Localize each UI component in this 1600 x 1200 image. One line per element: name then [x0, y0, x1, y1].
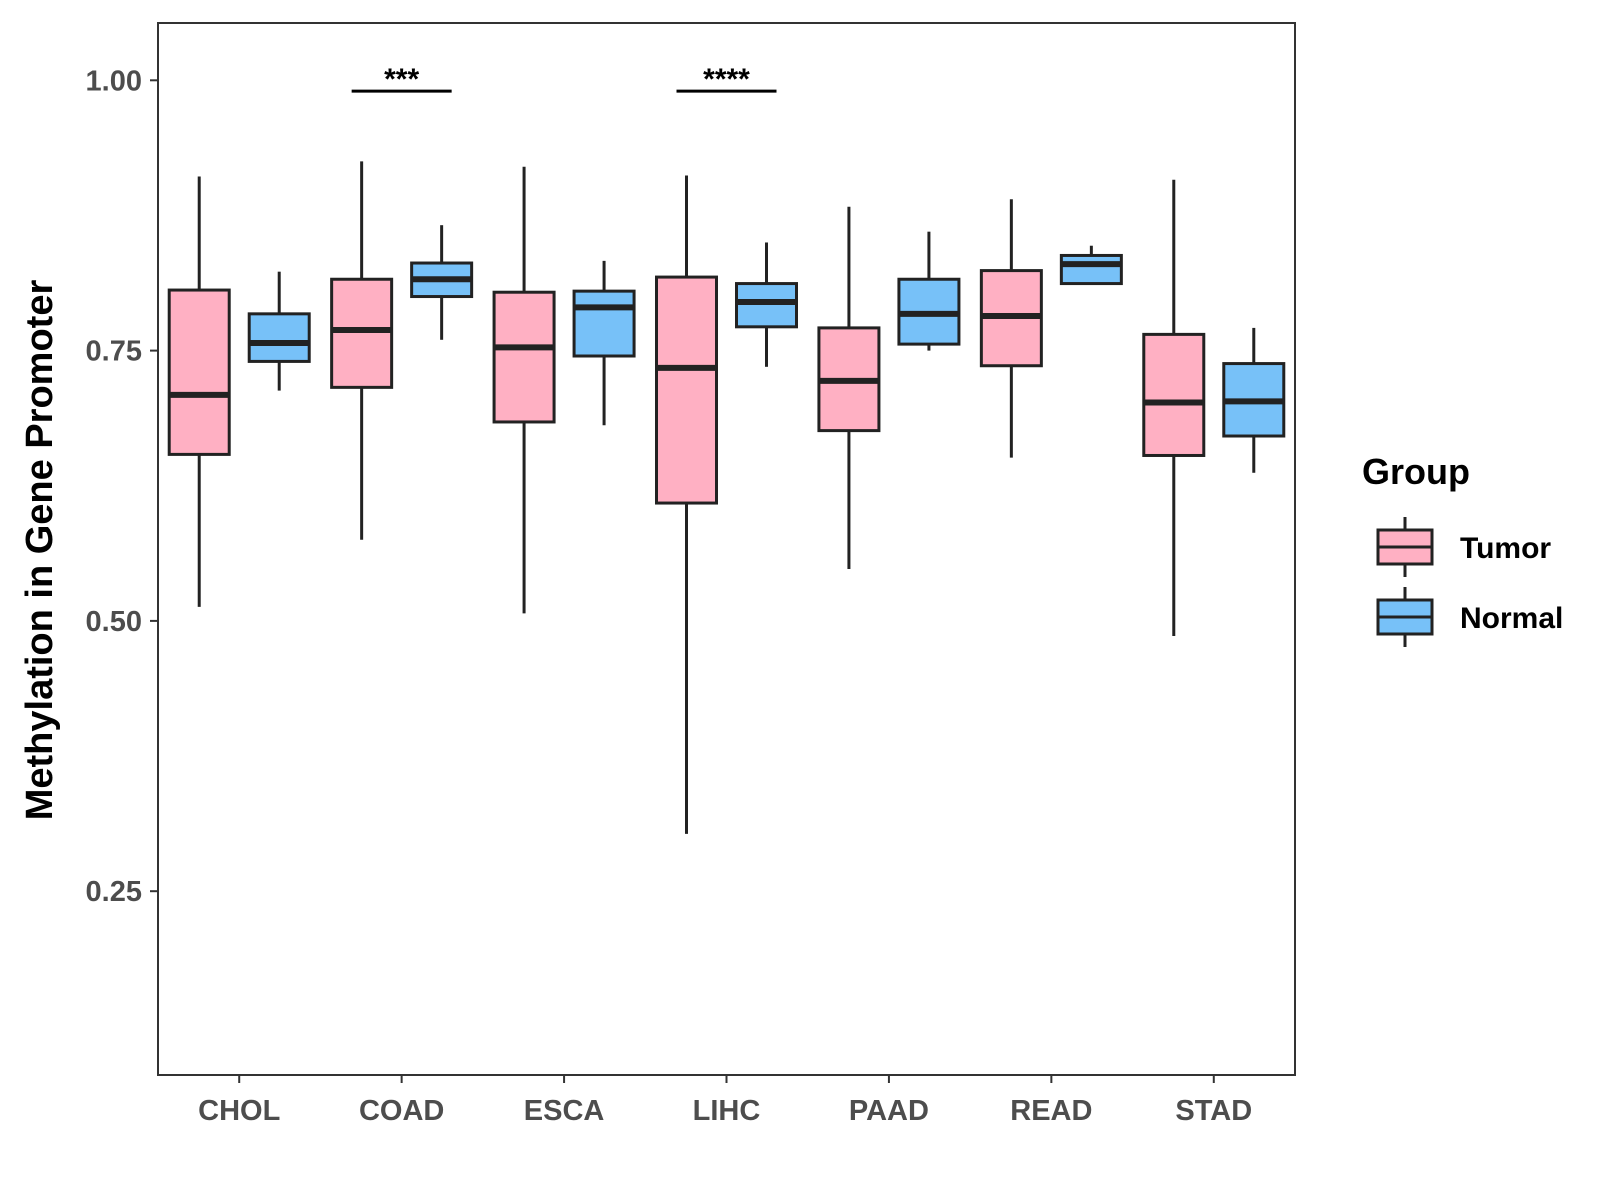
legend-title: Group — [1362, 451, 1470, 492]
legend-label-tumor: Tumor — [1460, 532, 1551, 565]
box-tumor-coad — [330, 161, 394, 540]
y-tick-label: 0.75 — [86, 336, 142, 368]
box-body — [572, 289, 636, 358]
x-tick-label-lihc: LIHC — [693, 1095, 761, 1127]
significance-label: **** — [703, 63, 750, 96]
box-normal-paad — [897, 231, 961, 351]
box-tumor-stad — [1142, 179, 1206, 637]
legend-label-normal: Normal — [1460, 602, 1563, 635]
boxes — [167, 161, 1286, 834]
y-tick-label: 0.25 — [86, 876, 142, 908]
x-tick-label-read: READ — [1010, 1095, 1092, 1127]
box-normal-read — [1059, 245, 1123, 286]
x-tick-label-esca: ESCA — [524, 1095, 605, 1127]
y-tick-label: 1.00 — [86, 65, 142, 97]
legend-entry-normal: Normal — [1376, 587, 1563, 647]
x-tick-label-coad: COAD — [359, 1095, 444, 1127]
box-tumor-esca — [492, 166, 556, 614]
y-axis-title: Methylation in Gene Promoter — [19, 280, 61, 821]
axes: 0.25 0.50 0.75 1.00 CHOL COAD ESCA LIHC PAAD READ… — [86, 65, 1253, 1127]
box-body — [247, 312, 311, 363]
box-normal-stad — [1222, 327, 1286, 473]
plot-panel-border — [157, 22, 1296, 1076]
box-normal-lihc — [735, 242, 798, 367]
box-tumor-lihc — [655, 175, 718, 834]
legend-entry-tumor: Tumor — [1376, 517, 1551, 577]
significance-annotations: *** **** — [351, 63, 777, 96]
legend: Group Tumor Normal — [1362, 451, 1563, 647]
box-body — [655, 275, 718, 505]
box-body — [167, 288, 231, 456]
box-tumor-chol — [167, 176, 231, 607]
box-tumor-read — [979, 199, 1043, 458]
box-normal-esca — [572, 260, 636, 426]
box-tumor-paad — [817, 206, 881, 570]
x-tick-label-paad: PAAD — [849, 1095, 929, 1127]
box-body — [492, 290, 556, 424]
x-tick-label-stad: STAD — [1175, 1095, 1252, 1127]
box-body — [1142, 332, 1206, 457]
box-body — [1059, 253, 1123, 286]
box-body — [735, 282, 798, 329]
y-tick-label: 0.50 — [86, 606, 142, 638]
box-normal-chol — [247, 271, 311, 391]
box-normal-coad — [410, 225, 474, 340]
box-body — [330, 277, 394, 389]
significance-label: *** — [384, 63, 419, 96]
x-tick-label-chol: CHOL — [198, 1095, 280, 1127]
